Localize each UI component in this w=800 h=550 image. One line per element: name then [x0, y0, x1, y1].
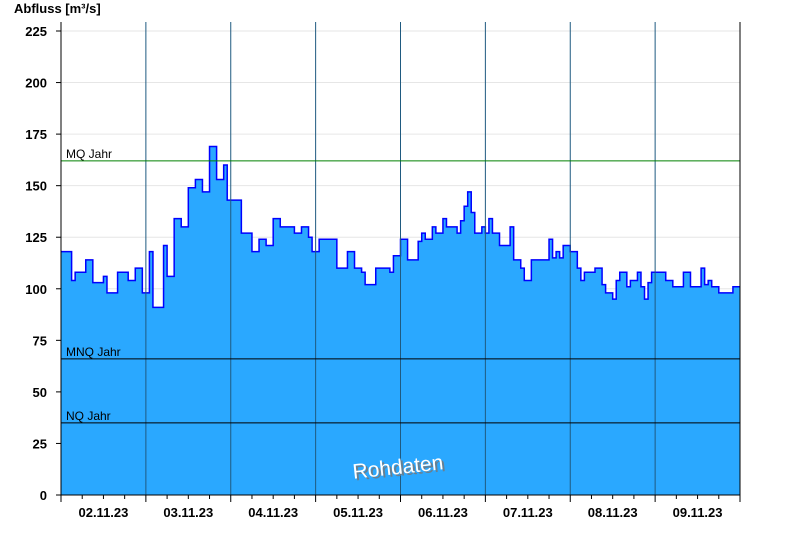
- x-tick-label: 03.11.23: [163, 505, 213, 520]
- y-tick-label: 50: [33, 385, 47, 400]
- y-tick-label: 0: [40, 488, 47, 503]
- reference-line-label: NQ Jahr: [66, 409, 111, 423]
- reference-line-label: MQ Jahr: [66, 147, 112, 161]
- y-tick-label: 75: [33, 333, 47, 348]
- y-tick-label: 200: [25, 76, 47, 91]
- y-tick-label: 150: [25, 179, 47, 194]
- y-tick-label: 225: [25, 24, 47, 39]
- x-tick-label: 05.11.23: [333, 505, 383, 520]
- x-tick-label: 09.11.23: [673, 505, 723, 520]
- y-axis-label: Abfluss [m³/s]: [14, 1, 101, 16]
- x-tick-label: 04.11.23: [248, 505, 298, 520]
- x-tick-label: 08.11.23: [588, 505, 638, 520]
- y-tick-label: 100: [25, 282, 47, 297]
- y-tick-label: 125: [25, 230, 47, 245]
- x-tick-label: 06.11.23: [418, 505, 468, 520]
- reference-line-label: MNQ Jahr: [66, 345, 121, 359]
- y-tick-label: 25: [33, 436, 47, 451]
- discharge-line: [61, 145, 740, 309]
- y-tick-label: 175: [25, 127, 47, 142]
- x-tick-label: 07.11.23: [503, 505, 553, 520]
- x-tick-label: 02.11.23: [78, 505, 128, 520]
